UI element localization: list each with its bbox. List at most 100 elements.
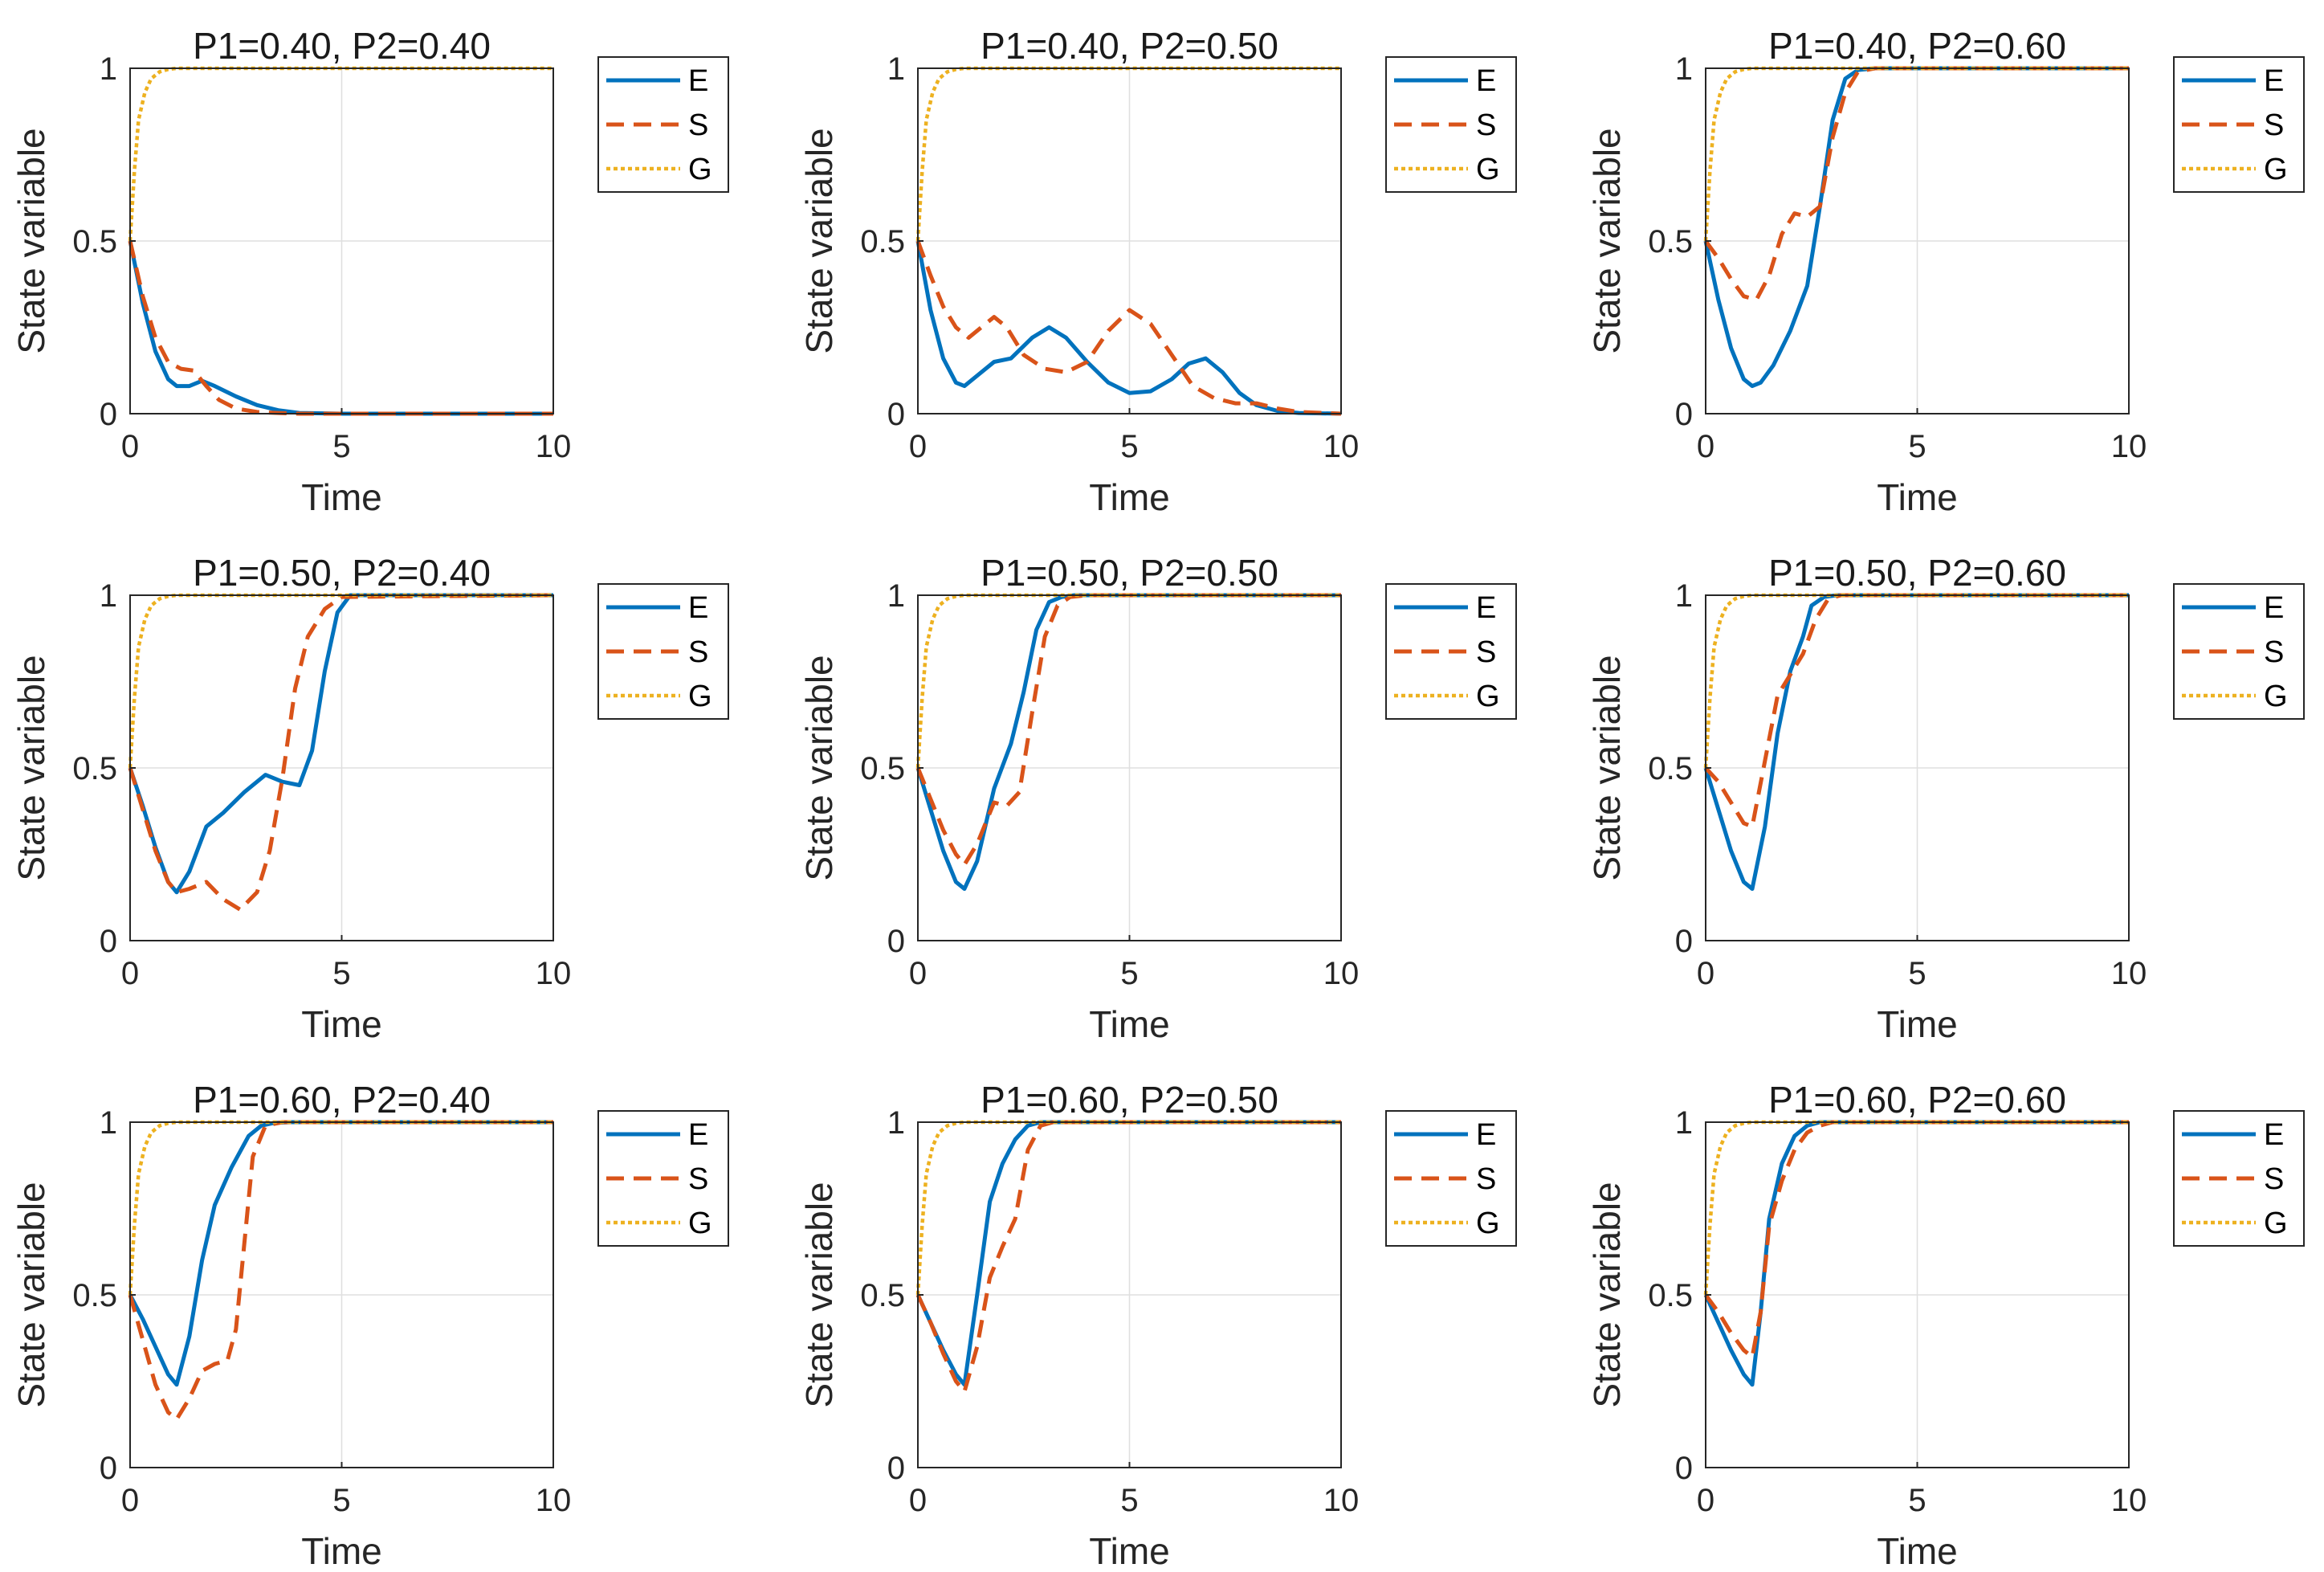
legend-label-e: E [688, 1118, 708, 1152]
y-axis-label: State variable [1586, 1182, 1628, 1407]
subplot-title: P1=0.60, P2=0.40 [193, 1079, 491, 1121]
legend-label-s: S [1476, 108, 1496, 142]
x-axis-label: Time [1877, 1003, 1958, 1045]
series-line-s [915, 593, 1341, 867]
x-tick-label: 0 [909, 956, 927, 991]
x-axis-label: Time [1089, 476, 1170, 518]
x-tick-label: 5 [1908, 956, 1926, 991]
legend-label-s: S [2264, 635, 2284, 669]
legend-label-s: S [688, 1162, 708, 1196]
y-tick-label: 0.5 [1648, 1278, 1693, 1313]
y-tick-label: 1 [1675, 1105, 1693, 1141]
series-line-e [128, 240, 553, 416]
legend-label-g: G [1476, 153, 1500, 186]
x-tick-label: 5 [1908, 1483, 1926, 1518]
legend-label-g: G [2264, 1207, 2288, 1240]
series-line-e [1703, 66, 2129, 389]
x-axis-label: Time [1089, 1003, 1170, 1045]
x-axis-label: Time [301, 1530, 382, 1572]
x-tick-label: 10 [1323, 956, 1360, 991]
legend: ESG [597, 56, 729, 193]
legend: ESG [597, 583, 729, 720]
series-line-s [1703, 66, 2129, 302]
x-tick-label: 5 [332, 429, 350, 464]
legend-label-e: E [688, 591, 708, 625]
subplot-5: 0 5 10 0 0.5 1 P1=0.50, P2=0.50 Time State varia… [798, 552, 1517, 1045]
legend-label-g: G [1476, 680, 1500, 713]
x-tick-label: 10 [536, 956, 572, 991]
y-tick-label: 1 [887, 51, 905, 87]
subplot-title: P1=0.50, P2=0.50 [981, 552, 1278, 594]
y-axis-label: State variable [10, 1182, 52, 1407]
legend-label-s: S [2264, 108, 2284, 142]
y-axis-label: State variable [1586, 128, 1628, 353]
y-tick-label: 0.5 [72, 751, 117, 786]
x-tick-label: 5 [332, 956, 350, 991]
x-axis-label: Time [301, 1003, 382, 1045]
y-tick-label: 0.5 [860, 224, 905, 259]
x-tick-label: 0 [121, 429, 139, 464]
y-tick-label: 0 [887, 397, 905, 432]
y-tick-label: 0 [1675, 397, 1693, 432]
legend-label-g: G [688, 680, 712, 713]
x-tick-label: 0 [121, 1483, 139, 1518]
x-tick-label: 0 [1697, 429, 1714, 464]
legend: ESG [1385, 56, 1517, 193]
y-tick-label: 0 [100, 924, 117, 959]
x-tick-label: 5 [1120, 956, 1138, 991]
x-axis-label: Time [301, 476, 382, 518]
subplot-3: 0 5 10 0 0.5 1 P1=0.40, P2=0.60 Time State varia… [1586, 25, 2305, 518]
x-tick-label: 0 [1697, 1483, 1714, 1518]
legend-label-e: E [1476, 1118, 1496, 1152]
y-axis-label: State variable [10, 128, 52, 353]
x-tick-label: 10 [1323, 429, 1360, 464]
legend-label-e: E [2264, 591, 2284, 625]
legend: ESG [1385, 583, 1517, 720]
legend-label-e: E [688, 64, 708, 98]
x-tick-label: 5 [1120, 1483, 1138, 1518]
series-line-s [915, 240, 1342, 416]
y-tick-label: 0.5 [860, 1278, 905, 1313]
subplot-title: P1=0.40, P2=0.40 [193, 25, 491, 67]
x-tick-label: 0 [909, 429, 927, 464]
x-tick-label: 5 [1908, 429, 1926, 464]
legend: ESG [597, 1110, 729, 1247]
series-line-s [1704, 593, 2129, 829]
legend-label-g: G [2264, 153, 2288, 186]
legend: ESG [2173, 56, 2305, 193]
subplot-title: P1=0.50, P2=0.40 [193, 552, 491, 594]
subplot-4: 0 5 10 0 0.5 1 P1=0.50, P2=0.40 Time State varia… [10, 552, 729, 1045]
y-tick-label: 1 [887, 1105, 905, 1141]
legend-label-g: G [688, 1207, 712, 1240]
legend-label-s: S [688, 635, 708, 669]
subplot-7: 0 5 10 0 0.5 1 P1=0.60, P2=0.40 Time State varia… [10, 1079, 729, 1572]
y-tick-label: 0 [100, 1451, 117, 1486]
x-tick-label: 10 [536, 1483, 572, 1518]
legend-label-s: S [2264, 1162, 2284, 1196]
y-tick-label: 0.5 [72, 224, 117, 259]
x-axis-label: Time [1877, 1530, 1958, 1572]
series-line-s [128, 1120, 553, 1422]
series-line-e [1703, 593, 2129, 891]
subplot-title: P1=0.40, P2=0.50 [981, 25, 1278, 67]
legend-label-g: G [688, 153, 712, 186]
legend-label-s: S [688, 108, 708, 142]
y-tick-label: 0.5 [860, 751, 905, 786]
subplot-9: 0 5 10 0 0.5 1 P1=0.60, P2=0.60 Time State varia… [1586, 1079, 2305, 1572]
subplot-title: P1=0.40, P2=0.60 [1768, 25, 2066, 67]
x-tick-label: 10 [2111, 1483, 2147, 1518]
legend-label-s: S [1476, 1162, 1496, 1196]
legend-label-s: S [1476, 635, 1496, 669]
y-tick-label: 0 [887, 924, 905, 959]
x-tick-label: 10 [1323, 1483, 1360, 1518]
x-tick-label: 0 [121, 956, 139, 991]
y-tick-label: 1 [100, 51, 117, 87]
y-axis-label: State variable [798, 1182, 840, 1407]
y-tick-label: 0 [100, 397, 117, 432]
legend-label-e: E [2264, 64, 2284, 98]
x-tick-label: 0 [909, 1483, 927, 1518]
legend: ESG [1385, 1110, 1517, 1247]
x-tick-label: 10 [536, 429, 572, 464]
x-tick-label: 10 [2111, 429, 2147, 464]
y-tick-label: 1 [100, 1105, 117, 1141]
